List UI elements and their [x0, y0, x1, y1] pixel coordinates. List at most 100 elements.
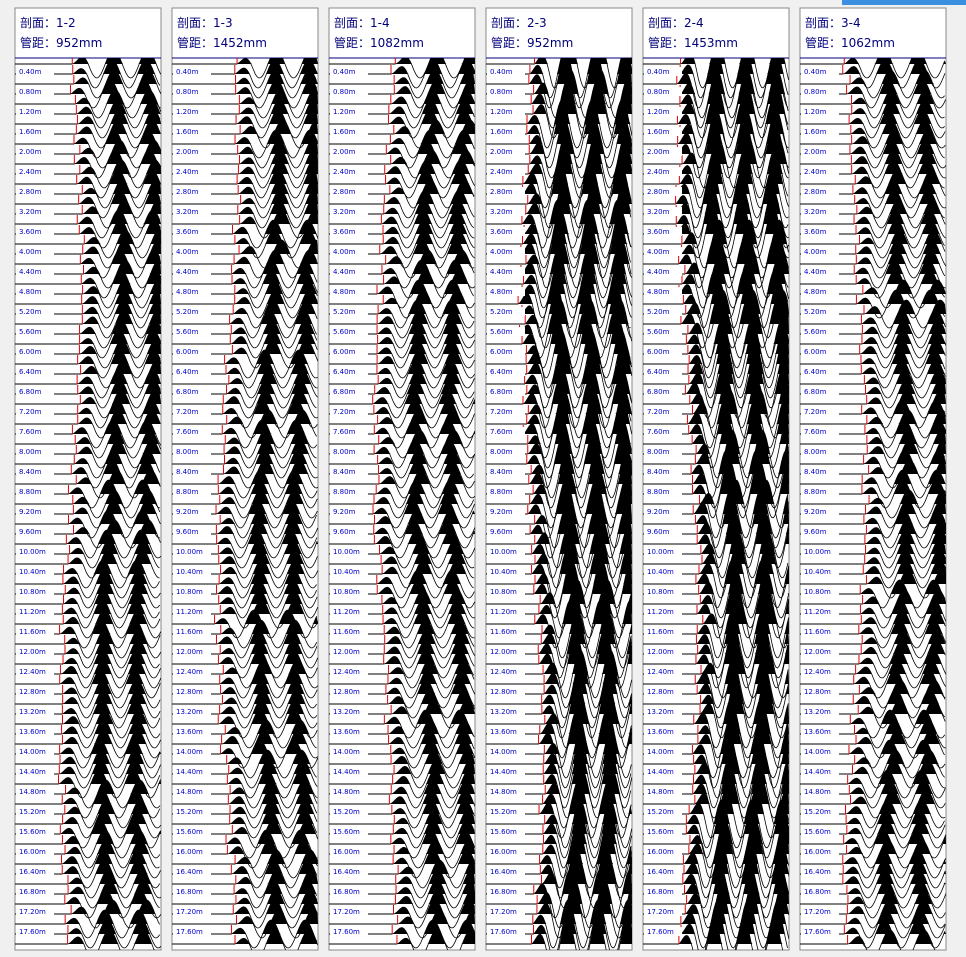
depth-label-bg	[173, 247, 211, 256]
wave-line	[64, 839, 160, 869]
wave-line	[855, 219, 945, 249]
depth-label: 16.00m	[647, 848, 674, 856]
wave-line	[231, 319, 318, 349]
depth-label-bg	[801, 507, 839, 516]
wave-line	[225, 429, 317, 459]
wave-line	[528, 59, 632, 109]
depth-label-bg	[330, 887, 368, 896]
wave-fill	[392, 770, 475, 784]
wave-line	[541, 829, 632, 879]
depth-label: 8.80m	[647, 488, 670, 496]
wave-line	[862, 319, 946, 349]
wave-fill	[395, 890, 475, 904]
depth-label-bg	[487, 887, 525, 896]
wave-fill	[859, 340, 946, 354]
depth-label-bg	[330, 367, 368, 376]
wave-line	[234, 59, 318, 89]
wave-fill	[542, 830, 632, 854]
depth-label: 17.20m	[647, 908, 674, 916]
wave-line	[679, 58, 789, 99]
depth-label-bg	[16, 547, 54, 556]
wave-line	[866, 429, 946, 459]
wave-line	[59, 669, 161, 699]
wave-fill	[218, 550, 318, 564]
depth-label: 17.20m	[333, 908, 360, 916]
depth-label-bg	[644, 347, 682, 356]
wave-line	[861, 399, 946, 429]
wave-line	[75, 89, 161, 119]
wave-line	[388, 729, 475, 759]
depth-label-bg	[16, 687, 54, 696]
depth-label: 17.20m	[804, 908, 831, 916]
wave-line	[62, 709, 161, 739]
depth-label-bg	[644, 647, 682, 656]
wave-line	[223, 439, 318, 469]
depth-label: 1.20m	[647, 108, 670, 116]
wave-line	[523, 259, 632, 309]
wave-fill	[387, 670, 475, 684]
depth-label: 10.00m	[490, 548, 517, 556]
wave-fill	[855, 240, 946, 254]
depth-label-bg	[173, 167, 211, 176]
wave-fill	[235, 850, 318, 864]
wave-line	[381, 209, 475, 239]
depth-label: 16.00m	[19, 848, 46, 856]
wave-fill	[75, 90, 161, 104]
wave-line	[675, 189, 789, 239]
section-label: 剖面：1-4	[334, 16, 390, 30]
depth-label: 6.40m	[176, 368, 199, 376]
wave-line	[675, 59, 789, 109]
wave-line	[63, 639, 160, 669]
wave-line	[389, 179, 475, 209]
wave-line	[858, 619, 946, 649]
wave-fill	[71, 900, 161, 914]
depth-label: 8.00m	[176, 448, 199, 456]
wave-fill	[229, 310, 318, 324]
depth-label: 11.20m	[176, 608, 203, 616]
depth-label: 14.40m	[333, 768, 360, 776]
wave-fill	[844, 920, 946, 934]
depth-label-bg	[330, 167, 368, 176]
depth-label-bg	[330, 847, 368, 856]
depth-label: 7.60m	[647, 428, 670, 436]
wave-fill	[847, 930, 946, 944]
depth-label: 4.80m	[19, 288, 42, 296]
wave-line	[534, 499, 631, 549]
wave-fill	[854, 720, 946, 734]
wave-line	[533, 909, 632, 950]
wave-line	[381, 589, 475, 619]
wave-line	[73, 129, 161, 159]
depth-label-bg	[644, 127, 682, 136]
depth-label: 2.40m	[176, 168, 199, 176]
waveforms	[486, 58, 632, 950]
depth-label-bg	[330, 547, 368, 556]
wave-line	[688, 359, 789, 409]
depth-label-bg	[173, 647, 211, 656]
wave-fill	[863, 560, 946, 574]
wave-line	[855, 239, 946, 269]
depth-label: 10.80m	[176, 588, 203, 596]
depth-label: 14.80m	[333, 788, 360, 796]
wave-fill	[533, 70, 632, 94]
depth-label-bg	[173, 367, 211, 376]
section-label: 剖面：3-4	[805, 16, 861, 30]
wave-line	[62, 699, 161, 729]
depth-label: 10.40m	[333, 568, 360, 576]
depth-label-bg	[330, 487, 368, 496]
wave-fill	[239, 90, 318, 104]
depth-label-bg	[487, 727, 525, 736]
wave-line	[842, 849, 946, 879]
wave-line	[390, 59, 475, 89]
depth-label: 8.00m	[333, 448, 356, 456]
depth-label: 14.40m	[804, 768, 831, 776]
depth-label-bg	[16, 587, 54, 596]
depth-label-bg	[487, 87, 525, 96]
depth-label: 9.20m	[176, 508, 199, 516]
wave-line	[215, 499, 317, 529]
wave-fill	[676, 190, 789, 214]
depth-label: 14.40m	[176, 768, 203, 776]
depth-label-bg	[801, 587, 839, 596]
wave-line	[76, 369, 160, 399]
wave-fill	[680, 300, 789, 324]
wave-fill	[81, 290, 161, 304]
